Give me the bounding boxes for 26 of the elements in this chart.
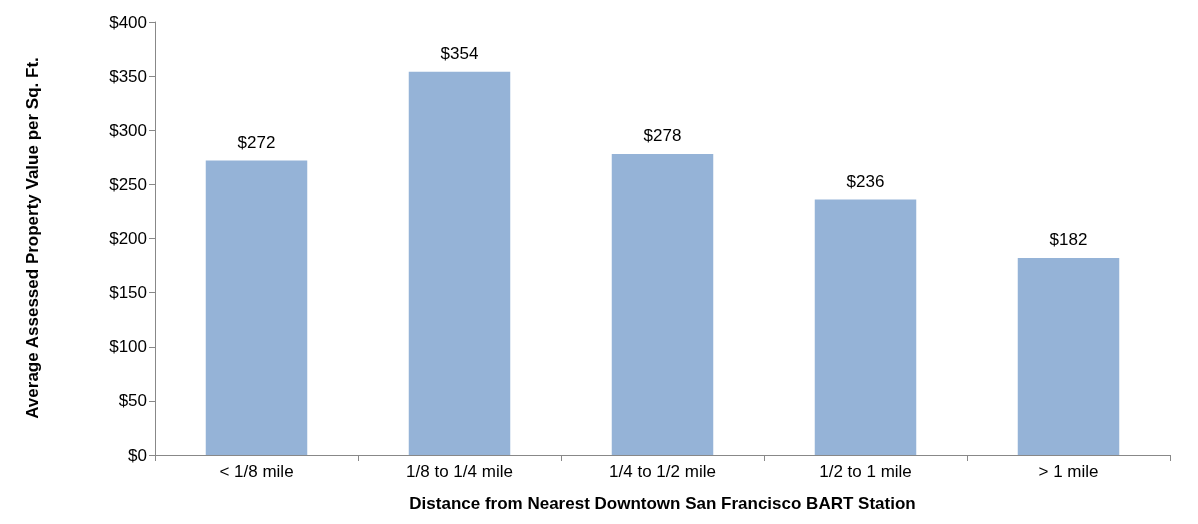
y-tick-label: $50: [118, 391, 147, 411]
y-tick-label: $0: [128, 445, 147, 465]
x-tick-label: > 1 mile: [1038, 462, 1099, 481]
y-tick-label: $400: [109, 12, 147, 32]
y-tick-label: $200: [109, 229, 147, 248]
data-label: $278: [643, 126, 682, 146]
bar: [205, 160, 308, 455]
x-tick-label: 1/4 to 1/2 mile: [609, 462, 716, 481]
y-tick-label: $300: [109, 120, 147, 140]
x-tick-label: 1/2 to 1 mile: [819, 462, 912, 481]
bar: [611, 154, 714, 455]
bar: [408, 71, 511, 455]
data-label: $236: [846, 171, 885, 191]
data-label: $354: [440, 43, 479, 63]
x-tick-label: 1/8 to 1/4 mile: [406, 462, 513, 481]
bar: [814, 199, 917, 455]
x-tick-label: < 1/8 mile: [219, 462, 294, 481]
data-label: $182: [1049, 229, 1088, 249]
y-tick-label: $350: [109, 66, 147, 86]
bar: [1017, 257, 1120, 455]
x-axis-title: Distance from Nearest Downtown San Francisco BART Station: [409, 494, 916, 513]
data-label: $272: [237, 132, 276, 152]
y-tick-label: $150: [109, 283, 147, 303]
y-tick-label: $250: [109, 174, 147, 194]
y-axis-title: Average Assessed Property Value per Sq. Ft.: [22, 57, 42, 419]
y-tick-label: $100: [109, 337, 147, 357]
